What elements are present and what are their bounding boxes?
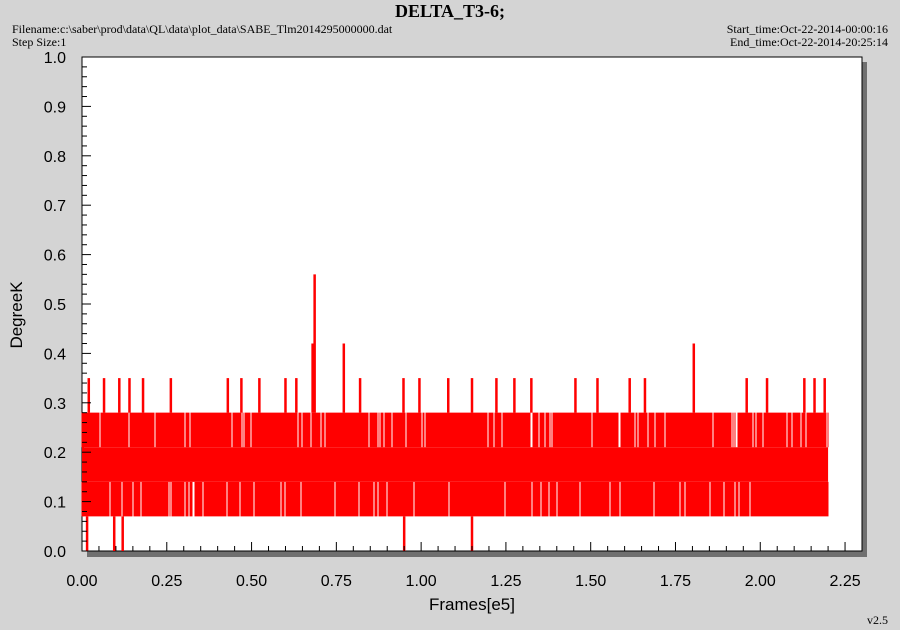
filename-label: Filename:c:\saber\prod\data\QL\data\plot… bbox=[12, 22, 393, 36]
axis-layer: 0.0 0.1 0.2 0.3 0.4 0.5 0.6 0.7 0.8 0.9 1.0 0.00 0.2… bbox=[44, 50, 863, 590]
end-time-label: End_time:Oct-22-2014-20:25:14 bbox=[730, 35, 888, 49]
x-tick-label: 0.50 bbox=[236, 573, 267, 590]
y-tick-label: 0.5 bbox=[44, 297, 66, 314]
chart-title: DELTA_T3-6; bbox=[394, 1, 506, 21]
series-core-band bbox=[82, 447, 829, 482]
x-tick-label: 1.50 bbox=[575, 573, 606, 590]
start-time-label: Start_time:Oct-22-2014-00:00:16 bbox=[726, 22, 888, 36]
x-tick-label: 2.25 bbox=[829, 573, 860, 590]
step-size-label: Step Size:1 bbox=[12, 35, 67, 49]
x-tick-label: 0.00 bbox=[66, 573, 97, 590]
x-tick-label: 2.00 bbox=[745, 573, 776, 590]
y-tick-label: 0.4 bbox=[44, 346, 66, 363]
y-tick-label: 0.0 bbox=[44, 544, 66, 561]
series-upper-noise bbox=[81, 412, 829, 448]
x-tick-label: 1.00 bbox=[406, 573, 437, 590]
y-tick-label: 0.1 bbox=[44, 495, 66, 512]
series-layer bbox=[81, 274, 829, 551]
time-info: Start_time:Oct-22-2014-00:00:16 End_time… bbox=[727, 23, 888, 49]
y-tick-label: 0.2 bbox=[44, 445, 66, 462]
y-tick-label: 0.7 bbox=[44, 198, 66, 215]
y-tick-label: 1.0 bbox=[44, 50, 66, 67]
x-tick-label: 0.25 bbox=[151, 573, 182, 590]
x-tick-label: 0.75 bbox=[321, 573, 352, 590]
y-tick-label: 0.6 bbox=[44, 248, 66, 265]
y-tick-label: 0.9 bbox=[44, 99, 66, 116]
y-tick-label: 0.3 bbox=[44, 396, 66, 413]
y-axis-label: DegreeK bbox=[7, 281, 26, 349]
file-info: Filename:c:\saber\prod\data\QL\data\plot… bbox=[12, 23, 392, 49]
x-tick-label: 1.75 bbox=[660, 573, 691, 590]
version-label: v2.5 bbox=[867, 613, 888, 627]
y-tick-label: 0.8 bbox=[44, 149, 66, 166]
x-tick-label: 1.25 bbox=[490, 573, 521, 590]
x-axis-label: Frames[e5] bbox=[429, 595, 515, 614]
